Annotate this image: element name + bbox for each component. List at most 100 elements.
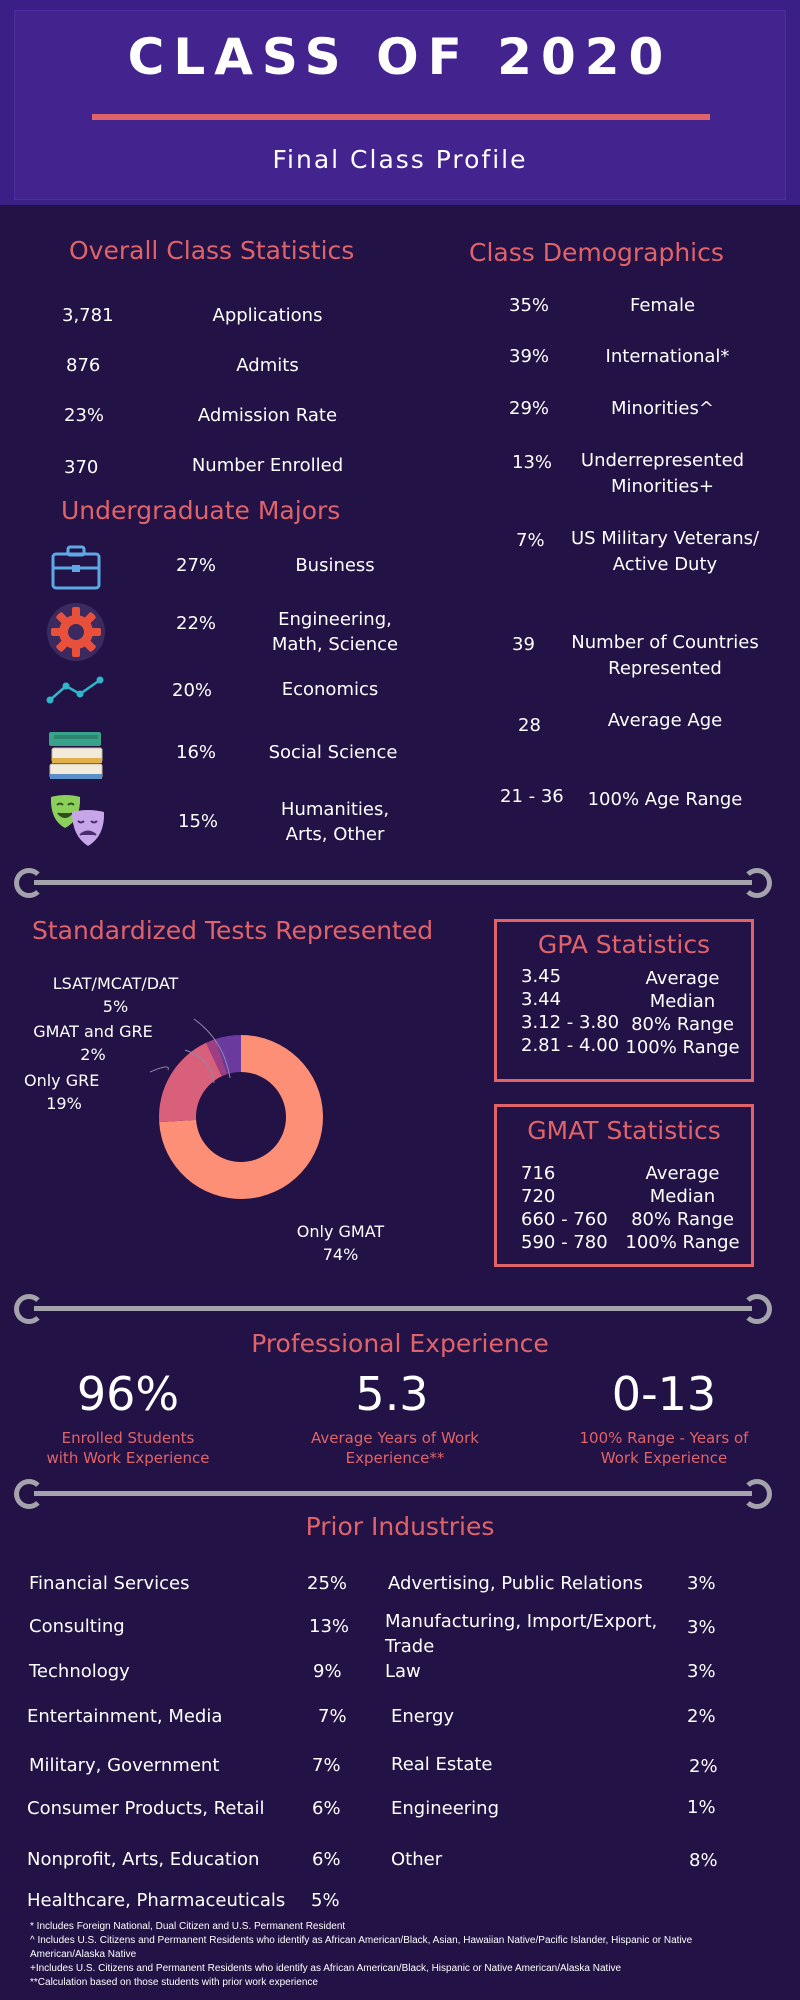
- gmat-title: GMAT Statistics: [527, 1116, 721, 1145]
- major-value: 27%: [176, 555, 217, 576]
- gpa-value: 3.44: [521, 989, 562, 1010]
- industry-value: 3%: [687, 1573, 716, 1594]
- test-label-name: Only GMAT: [296, 1222, 385, 1241]
- industry-label: Law: [385, 1661, 421, 1682]
- industry-label: Advertising, Public Relations: [388, 1573, 643, 1594]
- industry-label: Nonprofit, Arts, Education: [27, 1849, 260, 1870]
- tests-title: Standardized Tests Represented: [32, 916, 434, 945]
- demo-value: 39%: [509, 346, 550, 367]
- gmat-label: Average: [645, 1163, 720, 1184]
- overall-value: 3,781: [62, 305, 114, 326]
- experience-label: Work Experience: [600, 1449, 728, 1467]
- gpa-value: 3.45: [521, 966, 562, 987]
- industry-label: Financial Services: [29, 1573, 190, 1594]
- demo-label: Minorities^: [611, 398, 714, 419]
- demo-label: Minorities+: [611, 476, 714, 497]
- footnote: * Includes Foreign National, Dual Citize…: [30, 1921, 346, 1932]
- experience-label: Average Years of Work: [311, 1429, 479, 1447]
- major-label: Engineering,: [278, 609, 392, 630]
- demo-value: 35%: [509, 295, 550, 316]
- industry-value: 2%: [687, 1706, 716, 1727]
- demo-label: Active Duty: [612, 554, 718, 575]
- donut-slice-only-gmat: [159, 1035, 323, 1199]
- gmat-value: 660 - 760: [521, 1209, 608, 1230]
- major-value: 22%: [176, 613, 217, 634]
- industry-value: 7%: [318, 1706, 347, 1727]
- gmat-label: Median: [649, 1186, 716, 1207]
- gpa-label: Median: [649, 991, 716, 1012]
- industry-value: 3%: [687, 1661, 716, 1682]
- tests-donut-chart: [149, 1018, 323, 1199]
- test-label-name: GMAT and GRE: [33, 1022, 153, 1041]
- industry-value: 5%: [311, 1890, 340, 1911]
- major-label: Social Science: [268, 742, 398, 763]
- major-value: 20%: [172, 680, 213, 701]
- experience-value: 5.3: [355, 1367, 429, 1421]
- page-title: CLASS OF 2020: [127, 28, 673, 86]
- industry-value: 6%: [312, 1798, 341, 1819]
- gmat-box: [494, 1104, 754, 1267]
- briefcase-icon: [46, 538, 106, 598]
- demo-label: Underrepresented: [580, 450, 745, 471]
- majors-title: Undergraduate Majors: [61, 496, 341, 525]
- gpa-title: GPA Statistics: [537, 930, 711, 959]
- industry-label: Other: [391, 1849, 443, 1870]
- leader-line: [193, 1018, 231, 1079]
- demo-value: 7%: [516, 530, 545, 551]
- industry-label: Manufacturing, Import/Export,: [385, 1611, 658, 1632]
- title-underline: [92, 114, 710, 120]
- footnote: +Includes U.S. Citizens and Permanent Re…: [30, 1963, 622, 1974]
- demo-value: 21 - 36: [500, 786, 564, 807]
- major-label: Math, Science: [271, 634, 399, 655]
- experience-value: 96%: [76, 1367, 180, 1421]
- experience-label: Enrolled Students: [61, 1429, 195, 1447]
- demo-value: 13%: [512, 452, 553, 473]
- demo-label: Average Age: [607, 710, 723, 731]
- major-value: 15%: [178, 811, 219, 832]
- gpa-label: Average: [645, 968, 720, 989]
- gmat-label: 100% Range: [625, 1232, 740, 1253]
- test-label-pct: 19%: [46, 1094, 82, 1113]
- major-value: 16%: [176, 742, 217, 763]
- header-panel: [14, 10, 786, 200]
- donut-slice-lsat-mcat-dat: [215, 1035, 241, 1075]
- industry-value: 9%: [313, 1661, 342, 1682]
- demo-label: US Military Veterans/: [570, 528, 760, 549]
- industry-value: 8%: [689, 1850, 718, 1871]
- demo-label: Represented: [608, 658, 722, 679]
- overall-stats-title: Overall Class Statistics: [69, 236, 355, 265]
- line-chart-icon: [46, 676, 106, 706]
- overall-value: 370: [64, 457, 99, 478]
- industry-label: Trade: [385, 1636, 435, 1657]
- overall-label: Admission Rate: [197, 405, 338, 426]
- demo-value: 29%: [509, 398, 550, 419]
- test-label-name: LSAT/MCAT/DAT: [52, 974, 179, 993]
- industry-label: Engineering: [391, 1798, 499, 1819]
- demo-label: International*: [605, 346, 730, 367]
- experience-title: Professional Experience: [251, 1329, 549, 1358]
- demographics-title: Class Demographics: [469, 238, 724, 267]
- section-divider: [14, 868, 772, 898]
- overall-value: 23%: [64, 405, 105, 426]
- gpa-value: 2.81 - 4.00: [521, 1035, 620, 1056]
- industry-value: 3%: [687, 1617, 716, 1638]
- footnote: ^ Includes U.S. Citizens and Permanent R…: [30, 1935, 693, 1946]
- industry-value: 13%: [309, 1616, 350, 1637]
- major-label: Economics: [281, 679, 379, 700]
- leader-line: [149, 1066, 169, 1073]
- overall-label: Admits: [236, 355, 299, 376]
- test-label-pct: 2%: [80, 1045, 106, 1064]
- industries-title: Prior Industries: [305, 1512, 495, 1541]
- footnote: **Calculation based on those students wi…: [30, 1977, 318, 1988]
- industry-value: 2%: [689, 1756, 718, 1777]
- footnote: American/Alaska Native: [30, 1949, 137, 1960]
- gear-icon: [46, 602, 106, 662]
- test-label-pct: 5%: [102, 997, 129, 1016]
- industry-label: Entertainment, Media: [27, 1706, 223, 1727]
- gpa-box: [494, 919, 754, 1082]
- major-label: Humanities,: [280, 799, 390, 820]
- donut-slice-gmat-and-gre: [206, 1039, 228, 1077]
- industry-label: Consulting: [29, 1616, 125, 1637]
- demo-value: 39: [512, 634, 535, 655]
- demo-value: 28: [518, 715, 541, 736]
